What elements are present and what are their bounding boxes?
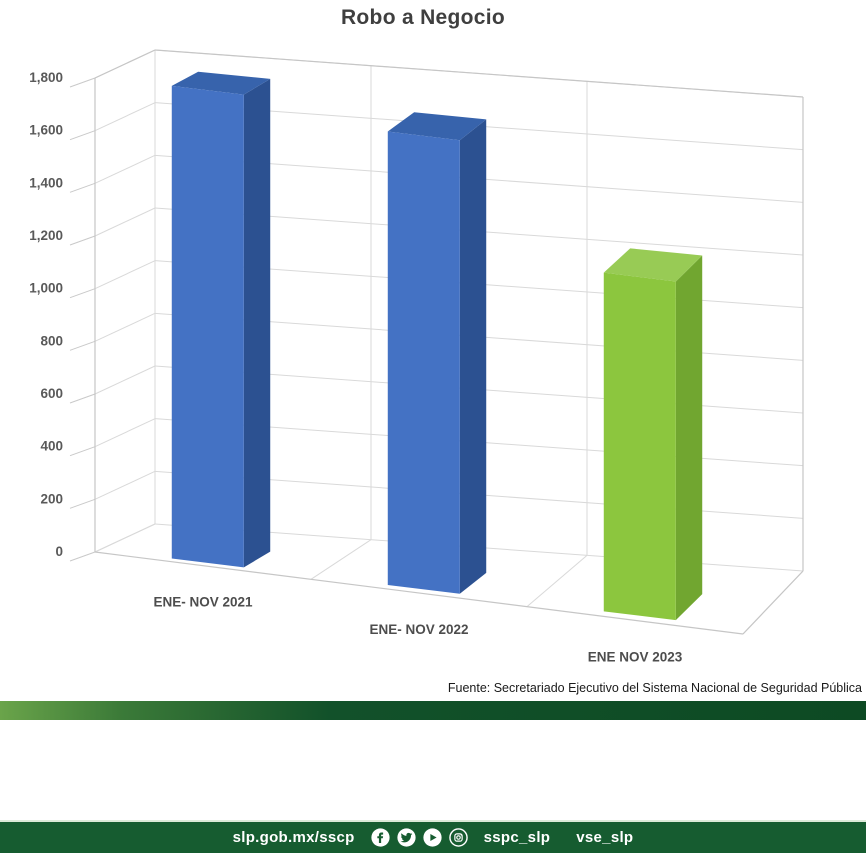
svg-text:1,000: 1,000 (29, 281, 63, 296)
handle-sspc[interactable]: sspc_slp (483, 829, 551, 846)
footer-brand-strip: POTOSÍ PARA LOS POTOSINOS GOBIERNO DEL E… (0, 720, 866, 820)
svg-text:ENE- NOV 2021: ENE- NOV 2021 (153, 595, 253, 610)
svg-text:600: 600 (40, 386, 63, 401)
svg-text:0: 0 (55, 544, 63, 559)
svg-text:1,800: 1,800 (29, 70, 63, 85)
chart-source-note: Fuente: Secretariado Ejecutivo del Siste… (447, 681, 862, 695)
instagram-icon[interactable] (448, 828, 468, 847)
svg-text:1,200: 1,200 (29, 228, 63, 243)
svg-text:ENE NOV 2023: ENE NOV 2023 (588, 649, 683, 664)
handle-vse[interactable]: vse_slp (576, 829, 634, 846)
chart-canvas: 0 200 400 600 800 1,000 1,200 1,400 1,600 1,800 EN… (29, 49, 804, 664)
youtube-icon[interactable] (423, 828, 442, 847)
website-link[interactable]: slp.gob.mx/sscp (232, 829, 355, 846)
svg-text:800: 800 (40, 333, 63, 348)
social-icons (371, 828, 468, 847)
twitter-icon[interactable] (397, 828, 416, 847)
social-bar: slp.gob.mx/sscp sspc_slp vse_slp (0, 820, 866, 853)
chart-title: Robo a Negocio (340, 6, 506, 29)
svg-text:200: 200 (40, 491, 63, 506)
svg-text:1,600: 1,600 (29, 123, 63, 138)
facebook-icon[interactable] (371, 828, 390, 847)
footer-accent-band (0, 701, 866, 720)
svg-text:1,400: 1,400 (29, 175, 63, 190)
svg-text:400: 400 (40, 439, 63, 454)
svg-text:ENE- NOV 2022: ENE- NOV 2022 (369, 622, 468, 637)
